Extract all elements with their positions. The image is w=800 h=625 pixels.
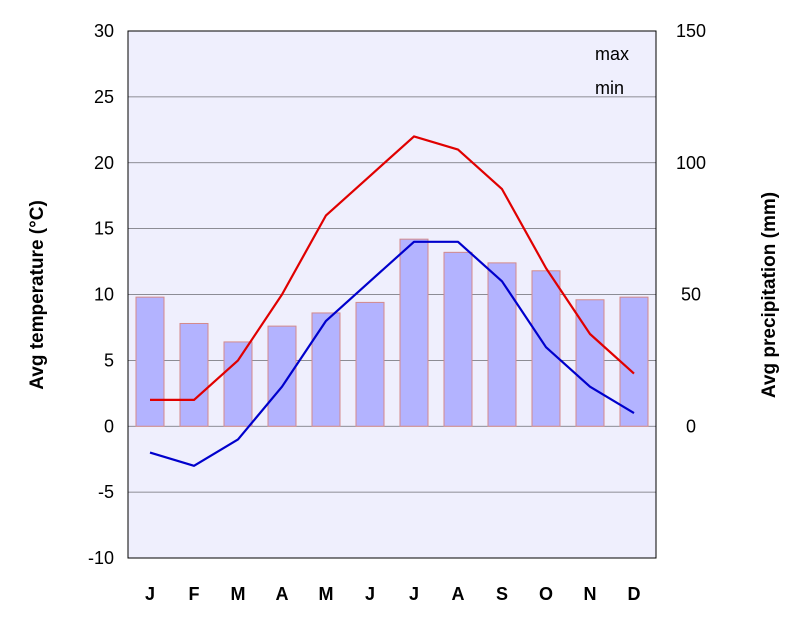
left-tick-label: 10 [94,285,114,305]
precipitation-bar [487,262,517,427]
month-label: A [452,584,465,604]
left-axis-ticks: -10 -5 0 5 10 15 20 25 30 [88,21,114,568]
precipitation-bar [223,341,253,427]
left-tick-label: 5 [104,350,114,370]
right-tick-label: 100 [676,153,706,173]
precipitation-bar [355,301,385,427]
legend-entry-min: min [595,78,624,98]
legend-entry-max: max [595,44,629,64]
legend: max min [595,44,629,98]
month-label: M [231,584,246,604]
month-label: M [319,584,334,604]
left-tick-label: 25 [94,87,114,107]
precipitation-bar [267,325,297,427]
precipitation-bar [619,296,649,427]
precipitation-bar [135,296,165,427]
right-tick-label: 0 [686,416,696,436]
left-tick-label: 20 [94,153,114,173]
month-label: D [628,584,641,604]
left-axis-title: Avg temperature (°C) [27,200,48,390]
month-label: F [189,584,200,604]
left-tick-label: -5 [98,482,114,502]
month-label: S [496,584,508,604]
temperature-lines [149,135,635,467]
left-tick-label: 15 [94,219,114,239]
series-line-min [149,240,635,467]
precipitation-bar [443,251,473,427]
right-tick-label: 150 [676,21,706,41]
left-tick-label: 0 [104,416,114,436]
month-label: A [276,584,289,604]
right-tick-label: 50 [681,285,701,305]
left-tick-label: -10 [88,548,114,568]
series-line-max [150,135,635,401]
right-axis-ticks: 0 50 100 150 [676,21,706,436]
left-tick-label: 30 [94,21,114,41]
month-label: J [145,584,155,604]
precipitation-bar [399,238,429,427]
gridlines [128,96,656,493]
month-label: J [365,584,375,604]
plot-frame [127,30,657,559]
month-label: N [584,584,597,604]
precipitation-bar [311,312,341,427]
month-label: J [409,584,419,604]
right-axis-title: Avg precipitation (mm) [759,192,780,398]
month-label: O [539,584,553,604]
precipitation-bar [179,322,209,427]
